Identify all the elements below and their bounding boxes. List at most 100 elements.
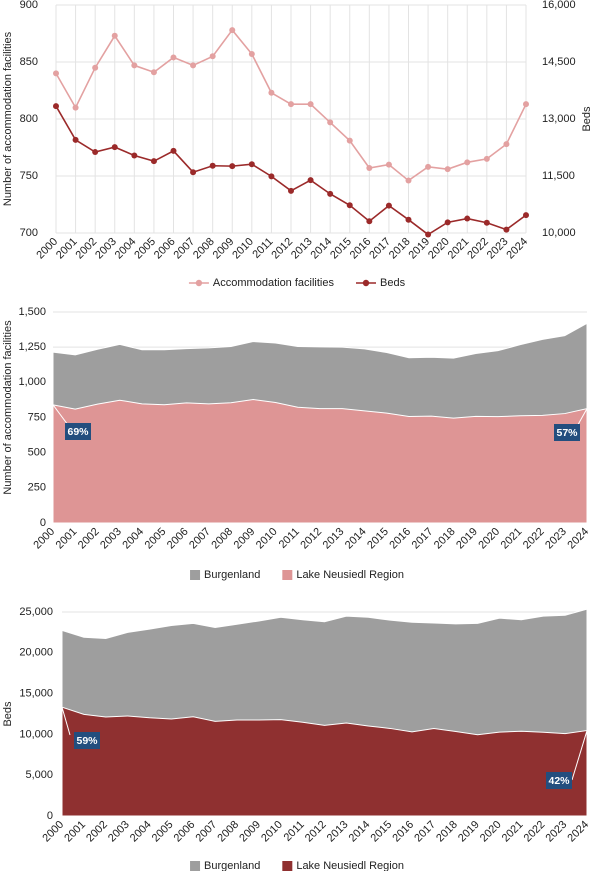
y-tick-label: 700: [20, 227, 38, 239]
data-point: [209, 162, 216, 169]
x-tick-label: 2013: [325, 819, 351, 845]
x-tick-label: 2002: [76, 526, 102, 552]
x-tick-label: 2003: [93, 236, 119, 262]
legend-item: Burgenland: [190, 860, 260, 871]
x-tick-label: 2008: [209, 526, 235, 552]
data-point: [327, 119, 334, 126]
x-tick-label: 2002: [84, 819, 110, 845]
annotation-label: 42%: [548, 775, 570, 787]
gridlines: [55, 4, 527, 234]
data-point: [503, 141, 510, 148]
y2-tick-label: 14,500: [542, 56, 576, 68]
data-point: [170, 54, 177, 61]
data-point: [150, 69, 157, 76]
y-tick-label: 5,000: [25, 769, 53, 781]
x-tick-label: 2023: [485, 236, 511, 262]
x-tick-label: 2016: [348, 236, 374, 262]
data-point: [405, 216, 412, 223]
x-tick-label: 2008: [191, 236, 217, 262]
x-tick-label: 2016: [390, 819, 416, 845]
y-tick-label: 750: [20, 170, 38, 182]
annotation-leader: [571, 730, 588, 781]
x-tick-label: 2017: [367, 236, 393, 262]
data-point: [288, 187, 294, 194]
data-point: [209, 53, 216, 60]
data-point: [307, 101, 314, 108]
line-chart: 700 750 800 850 900 10,000 11,500 13,000 14,500 1…: [2, 0, 593, 289]
x-tick-label: 2009: [211, 236, 237, 262]
data-point: [366, 165, 373, 172]
legend-label: Accommodation facilities: [213, 277, 335, 289]
x-tick-label: 2011: [282, 819, 307, 844]
x-tick-label: 2000: [34, 236, 60, 262]
y2-tick-label: 10,000: [542, 227, 576, 239]
y-tick-label: 15,000: [19, 688, 53, 700]
x-tick-label: 2015: [328, 236, 354, 262]
data-point: [327, 190, 334, 197]
data-point: [405, 177, 412, 184]
y-tick-label: 900: [20, 0, 38, 11]
data-point: [170, 147, 177, 154]
annotation-box: [554, 424, 580, 441]
x-tick-label: 2020: [478, 819, 504, 845]
data-point: [268, 173, 275, 180]
y-tick-label: 25,000: [19, 606, 53, 618]
x-tick-label: 2009: [232, 526, 258, 552]
y-tick-label: 1,000: [18, 376, 46, 388]
y-tick-label: 850: [20, 56, 38, 68]
x-tick-label: 2013: [289, 236, 315, 262]
area-chart-facilities: 0 250 500 750 1,000 1,250 1,500 Number of accom…: [2, 306, 591, 581]
legend-swatch: [282, 861, 293, 871]
data-point: [111, 144, 118, 151]
legend-label: Burgenland: [204, 569, 260, 581]
share-annotation: 57%: [554, 424, 580, 441]
annotation-label: 57%: [556, 427, 578, 439]
x-tick-label: 2006: [152, 236, 178, 262]
y2-tick-label: 13,000: [542, 113, 576, 125]
x-tick-label: 2018: [434, 819, 460, 845]
x-tick-label: 2017: [412, 819, 438, 845]
data-point: [111, 32, 118, 39]
data-point: [229, 27, 236, 34]
data-point: [150, 158, 157, 165]
x-tick-label: 2021: [499, 526, 525, 552]
data-point: [523, 101, 529, 108]
y2-axis-title: Beds: [581, 106, 593, 132]
legend-item: Lake Neusiedl Region: [282, 569, 404, 581]
y-tick-label: 800: [20, 113, 38, 125]
x-tick-label: 2004: [120, 526, 146, 552]
legend-swatch-marker: [362, 279, 370, 287]
legend-swatch: [190, 861, 201, 871]
annotation-label: 69%: [67, 426, 89, 438]
x-tick-label: 2003: [106, 819, 132, 845]
legend-swatch: [190, 570, 201, 580]
area-chart-beds: 05,00010,00015,00020,00025,000Beds200020…: [2, 606, 591, 871]
x-tick-label: 2003: [98, 526, 124, 552]
data-point: [288, 101, 294, 108]
legend-label: Lake Neusiedl Region: [296, 569, 404, 581]
annotation-leader: [61, 707, 71, 736]
x-tick-label: 2010: [259, 819, 285, 845]
x-tick-label: 2010: [254, 526, 280, 552]
y-tick-label: 250: [28, 482, 46, 494]
x-tick-label: 2012: [269, 236, 295, 262]
x-tick-label: 2011: [250, 236, 275, 261]
y-tick-label: 1,500: [18, 306, 46, 318]
x-tick-label: 2005: [132, 236, 158, 262]
x-tick-label: 2017: [410, 526, 436, 552]
y-axis-title: Beds: [2, 701, 14, 727]
annotation-box: [74, 732, 100, 749]
x-tick-label: 2013: [321, 526, 347, 552]
legend-label: Burgenland: [204, 860, 260, 871]
x-tick-label: 2022: [521, 526, 547, 552]
x-tick-label: 2019: [406, 236, 432, 262]
share-annotation: 59%: [74, 732, 100, 749]
data-point: [248, 161, 255, 168]
x-tick-label: 2009: [237, 819, 263, 845]
x-tick-label: 2002: [74, 236, 100, 262]
y-tick-label: 10,000: [19, 728, 53, 740]
x-tick-label: 2024: [504, 236, 530, 262]
legend-item: Accommodation facilities: [188, 277, 335, 289]
legend-item: Beds: [355, 277, 406, 289]
